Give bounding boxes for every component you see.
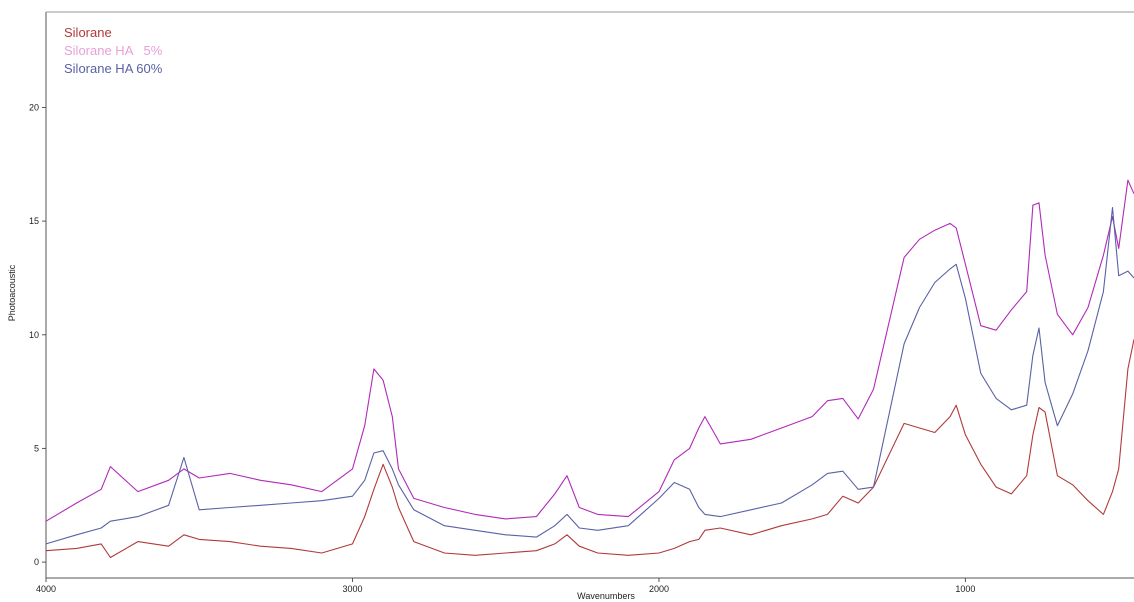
- plot-frame: [45, 11, 1134, 579]
- y-tick-label: 15: [29, 216, 39, 226]
- x-tick-label: 2000: [649, 584, 669, 594]
- y-tick-label: 5: [34, 443, 39, 453]
- series-line-silorane-ha-5: [45, 179, 1134, 522]
- y-tick-label: 0: [34, 557, 39, 567]
- y-tick-label: 20: [29, 102, 39, 112]
- y-axis-label: Photoacoustic: [7, 264, 17, 321]
- series-lines: [45, 179, 1134, 559]
- x-axis-label: Wavenumbers: [577, 591, 635, 601]
- series-line-silorane-ha-60: [45, 206, 1134, 545]
- axes: 0 5 10 15 20 4000 3000 2000 1000: [29, 102, 975, 594]
- x-tick-label: 3000: [342, 584, 362, 594]
- series-line-silorane: [45, 339, 1134, 559]
- y-tick-label: 10: [29, 330, 39, 340]
- chart-legend: Silorane Silorane HA 5% Silorane HA 60%: [64, 24, 162, 78]
- legend-item-silorane: Silorane: [64, 25, 112, 40]
- x-tick-label: 4000: [36, 584, 56, 594]
- legend-item-silorane-ha-5: Silorane HA 5%: [64, 43, 163, 58]
- x-tick-label: 1000: [955, 584, 975, 594]
- legend-item-silorane-ha-60: Silorane HA 60%: [64, 61, 163, 76]
